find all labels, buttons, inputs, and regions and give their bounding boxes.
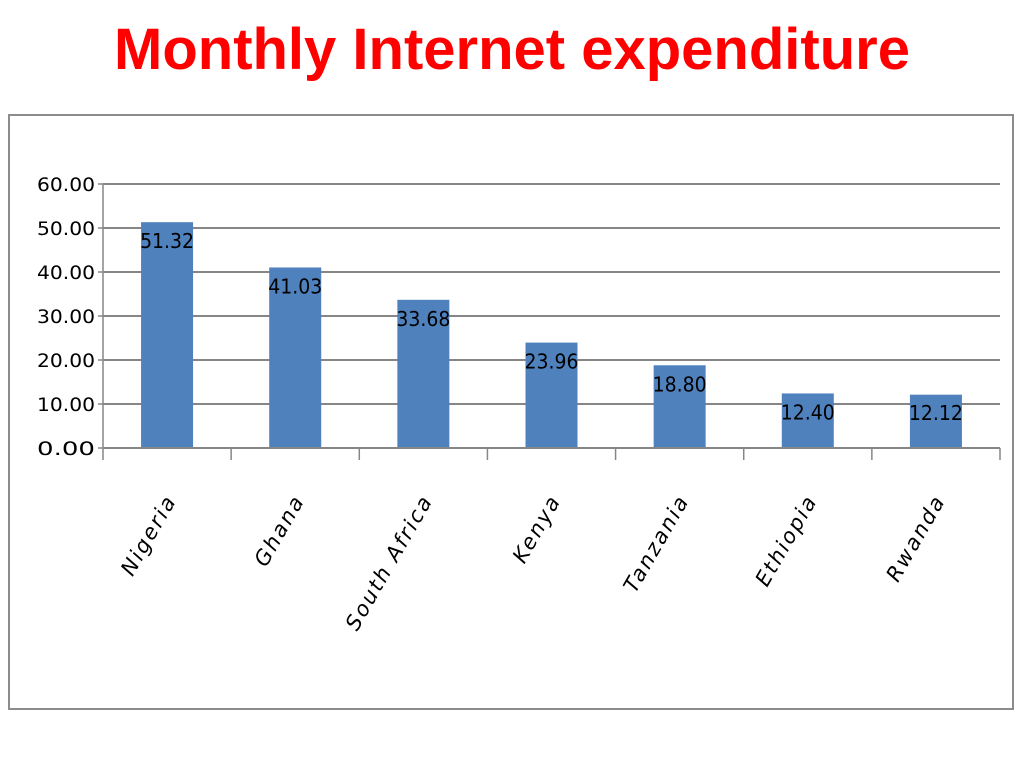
y-tick-labels: 0.00 10.00 20.00 30.00 40.00 50.00 60.00 [37, 174, 95, 460]
axes [98, 183, 1001, 460]
data-label: 12.40 [781, 400, 835, 424]
bar [909, 394, 962, 448]
data-label: 41.03 [268, 274, 322, 298]
bars [141, 222, 962, 448]
x-tick-label: South Africa [341, 491, 438, 635]
bar [397, 299, 450, 448]
x-tick-label: Ghana [249, 491, 309, 571]
data-label: 51.32 [140, 229, 194, 253]
bar [141, 222, 194, 448]
data-label: 12.12 [909, 401, 963, 425]
x-tick-label: Rwanda [881, 491, 950, 586]
x-tick-label: Tanzania [619, 491, 694, 597]
x-tick-label: Ethiopia [751, 491, 823, 591]
data-labels: 51.32 41.03 33.68 23.96 18.80 12.40 12.12 [140, 229, 963, 425]
bar [653, 365, 706, 448]
bar [269, 267, 322, 448]
bar-chart: 0.00 10.00 20.00 30.00 40.00 50.00 60.00 Niger… [37, 174, 1001, 635]
data-label: 18.80 [653, 372, 707, 396]
chart-frame: 0.00 10.00 20.00 30.00 40.00 50.00 60.00 Niger… [8, 114, 1014, 710]
x-tick-label: Kenya [508, 491, 566, 568]
y-tick-label: 20.00 [37, 350, 95, 372]
data-label: 23.96 [525, 350, 579, 374]
gridlines [103, 183, 1000, 405]
y-tick-label: 10.00 [37, 394, 95, 416]
y-tick-label: 40.00 [37, 262, 95, 284]
bar [781, 393, 834, 448]
y-tick-label: 30.00 [37, 306, 95, 328]
y-tick-label: 0.00 [37, 438, 95, 460]
y-tick-label: 50.00 [37, 218, 95, 240]
slide-title: Monthly Internet expenditure [114, 17, 910, 82]
data-label: 33.68 [396, 307, 450, 331]
x-tick-labels: Nigeria Ghana South Africa Kenya Tanzania Eth… [116, 491, 950, 635]
bar [525, 342, 578, 448]
y-tick-label: 60.00 [37, 174, 95, 196]
x-tick-label: Nigeria [116, 491, 181, 580]
